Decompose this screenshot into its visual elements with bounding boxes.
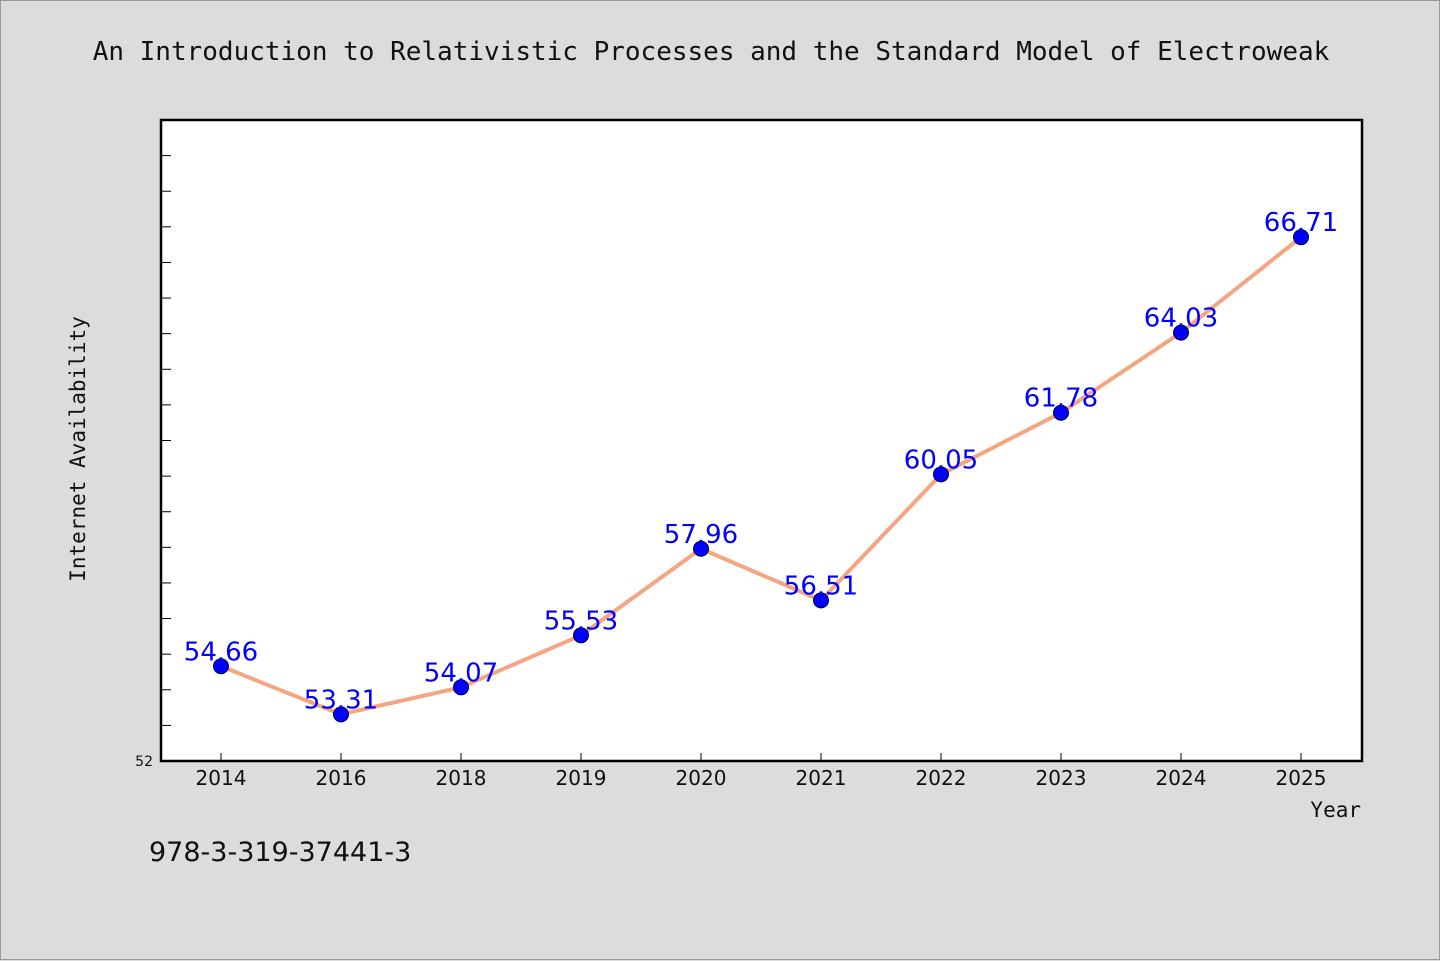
x-tick-label: 2020	[676, 766, 727, 790]
y-axis-title: Internet Availability	[66, 316, 90, 582]
series-line	[219, 235, 1303, 717]
x-tick-label: 2018	[436, 766, 487, 790]
x-tick-label: 2019	[556, 766, 607, 790]
y-tick-label: 52	[135, 754, 153, 770]
data-point	[333, 706, 349, 723]
x-tick-label: 2023	[1036, 766, 1087, 790]
data-labels: 54.66 53.31 54.07 55.53 57.96 56.51 60.05 61.78…	[184, 208, 1338, 715]
data-point	[453, 679, 469, 696]
data-label: 55.53	[544, 606, 618, 636]
x-tick-labels: 2014 2016 2018 2019 2020 2021 2022 2023 2024 2025	[196, 766, 1327, 790]
data-point	[1173, 324, 1189, 341]
data-point	[693, 540, 709, 557]
data-point	[933, 466, 949, 483]
plot-area	[159, 118, 1364, 763]
data-label: 57.96	[664, 520, 738, 550]
isbn-footer: 978-3-319-37441-3	[149, 837, 412, 868]
data-point	[213, 658, 229, 675]
y-tick-labels: 52	[135, 754, 153, 770]
data-point	[1293, 229, 1309, 246]
data-label: 61.78	[1024, 384, 1098, 414]
data-label: 56.51	[784, 571, 858, 601]
data-point	[813, 592, 829, 609]
data-point	[573, 627, 589, 644]
data-label: 64.03	[1144, 304, 1218, 334]
x-tick-label: 2022	[916, 766, 967, 790]
data-label: 54.07	[424, 658, 498, 688]
series-points	[213, 229, 1309, 723]
y-axis-ticks	[161, 155, 171, 726]
x-tick-label: 2016	[316, 766, 367, 790]
x-axis-title: Year	[1310, 798, 1361, 822]
x-tick-label: 2014	[196, 766, 247, 790]
data-label: 53.31	[304, 685, 378, 715]
data-point	[1053, 404, 1069, 421]
data-label: 54.66	[184, 637, 258, 667]
data-label: 66.71	[1264, 208, 1338, 238]
series-lines	[219, 235, 1303, 717]
x-tick-label: 2025	[1276, 766, 1327, 790]
data-label: 60.05	[904, 445, 978, 475]
x-tick-label: 2024	[1156, 766, 1207, 790]
x-tick-label: 2021	[796, 766, 847, 790]
chart-title: An Introduction to Relativistic Processe…	[92, 37, 1330, 67]
x-axis-ticks	[220, 753, 1302, 761]
